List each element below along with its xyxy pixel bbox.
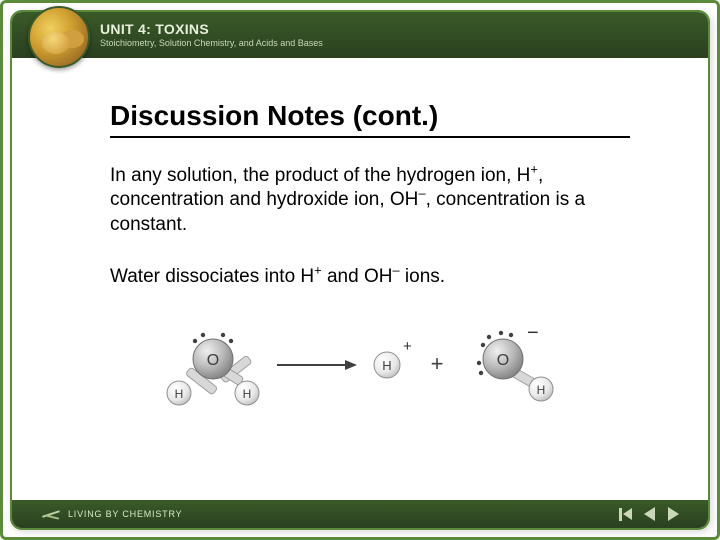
- dissociation-diagram: O H H H + + O: [155, 317, 585, 417]
- hydrogen-ion: H +: [374, 338, 412, 378]
- sup-minus-2: –: [392, 263, 399, 278]
- label-H-1: H: [175, 387, 184, 401]
- plus-sign: +: [431, 351, 444, 376]
- unit-badge-icon: [28, 6, 90, 68]
- header-text: UNIT 4: TOXINS Stoichiometry, Solution C…: [100, 21, 323, 49]
- sup-minus-1: –: [418, 186, 425, 201]
- sup-plus-1: +: [530, 162, 538, 177]
- header-bar: UNIT 4: TOXINS Stoichiometry, Solution C…: [12, 12, 708, 58]
- hydroxide-ion: O H −: [477, 322, 553, 401]
- brand-text: LIVING BY CHEMISTRY: [68, 509, 182, 519]
- p2-text-b: and OH: [322, 266, 393, 287]
- label-H-2: H: [243, 387, 252, 401]
- nav-controls: [618, 507, 680, 521]
- water-molecule: O H H: [167, 333, 259, 405]
- label-O-2: O: [497, 352, 509, 369]
- charge-plus: +: [403, 338, 412, 355]
- label-O-1: O: [207, 352, 219, 369]
- charge-minus: −: [527, 322, 539, 344]
- label-H-4: H: [537, 383, 546, 397]
- next-button[interactable]: [666, 507, 680, 521]
- rewind-button[interactable]: [618, 507, 632, 521]
- sup-plus-2: +: [314, 263, 322, 278]
- unit-title: UNIT 4: TOXINS: [100, 21, 323, 38]
- paragraph-1: In any solution, the product of the hydr…: [110, 164, 630, 237]
- content-area: Discussion Notes (cont.) In any solution…: [110, 100, 630, 417]
- reaction-arrow-icon: [277, 360, 357, 370]
- footer-bar: LIVING BY CHEMISTRY: [12, 500, 708, 528]
- p1-text-a: In any solution, the product of the hydr…: [110, 165, 530, 186]
- paragraph-2: Water dissociates into H+ and OH– ions.: [110, 265, 630, 289]
- label-H-3: H: [382, 358, 391, 373]
- unit-subtitle: Stoichiometry, Solution Chemistry, and A…: [100, 38, 323, 49]
- p2-text-a: Water dissociates into H: [110, 266, 314, 287]
- brand: LIVING BY CHEMISTRY: [42, 507, 182, 521]
- page-title: Discussion Notes (cont.): [110, 100, 630, 138]
- prev-button[interactable]: [642, 507, 656, 521]
- brand-logo-icon: [42, 507, 62, 521]
- p2-text-c: ions.: [400, 266, 445, 287]
